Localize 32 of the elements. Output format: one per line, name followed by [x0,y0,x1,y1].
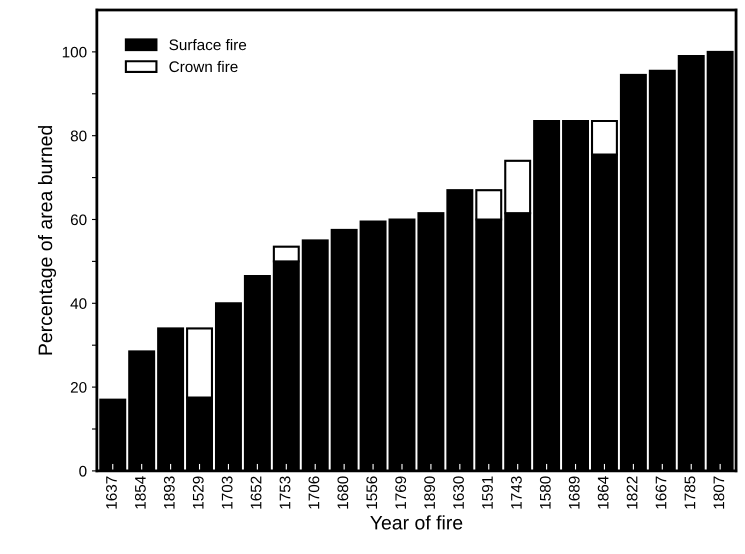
legend-label: Surface fire [169,39,246,50]
x-tick-label: 1769 [395,476,406,509]
x-tick-label: 1807 [713,476,724,509]
y-tick-label: 40 [70,298,87,309]
x-tick-label: 1864 [598,476,609,509]
y-axis-title: Percentage of area burned [38,126,56,354]
y-tick-label: 20 [70,382,87,393]
y-tick-label: 60 [70,214,87,226]
x-tick-label: 1556 [366,476,378,509]
x-tick-label: 1893 [164,476,175,509]
x-tick-label: 1580 [540,476,551,509]
x-tick-label: 1680 [337,476,348,509]
y-tick-label: 80 [70,130,87,142]
x-tick-label: 1703 [222,476,233,509]
x-tick-label: 1753 [280,476,290,509]
x-tick-label: 1743 [510,476,522,509]
x-tick-label: 1890 [424,476,436,509]
x-tick-label: 1591 [482,476,493,509]
x-tick-label: 1529 [192,476,204,509]
y-tick-label: 0 [79,466,87,477]
x-tick-label: 1637 [106,476,117,509]
x-tick-label: 1706 [308,476,320,509]
x-tick-label: 1667 [656,476,666,509]
x-tick-label: 1689 [568,476,580,509]
x-tick-label: 1822 [626,476,638,509]
x-axis-title: Year of fire [370,515,462,530]
x-tick-label: 1854 [134,476,146,509]
x-tick-label: 1630 [453,476,464,509]
x-tick-label: 1652 [250,476,262,509]
x-tick-label: 1785 [684,476,696,509]
legend-label: Crown fire [169,60,238,72]
y-tick-label: 100 [62,46,87,58]
